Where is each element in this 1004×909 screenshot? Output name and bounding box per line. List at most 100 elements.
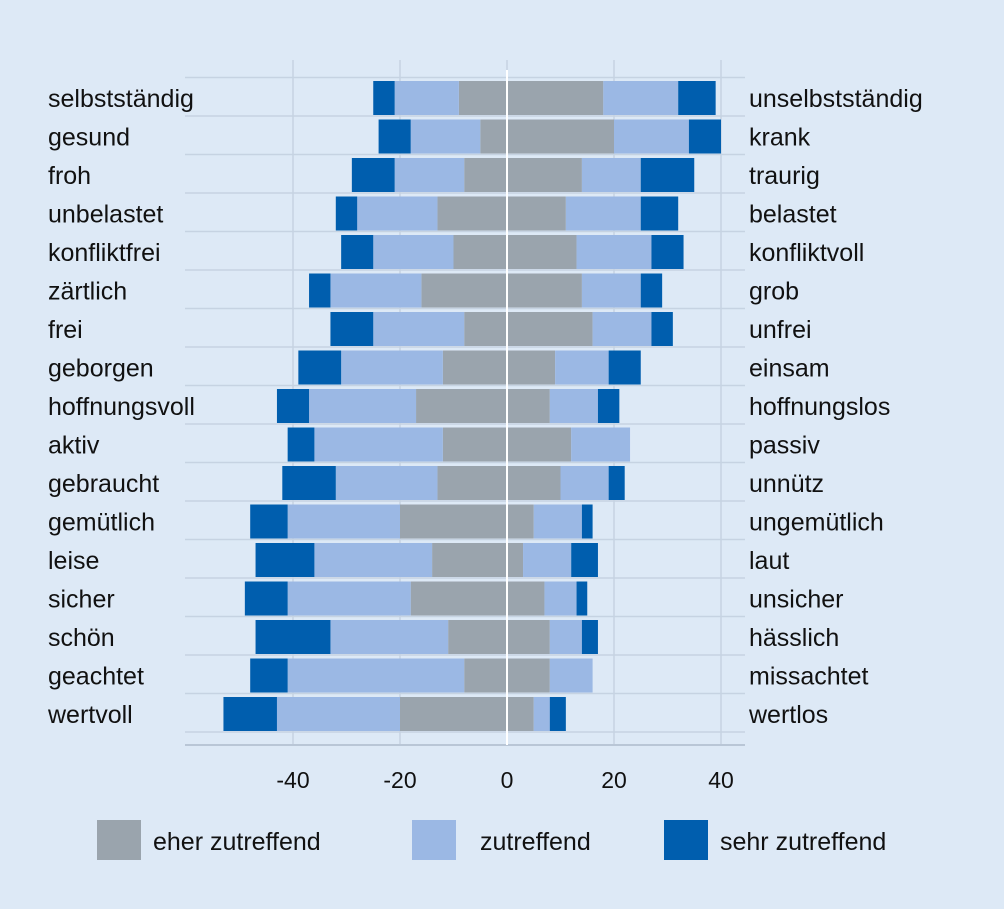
bar-segment-left (298, 350, 342, 385)
x-tick-label: -40 (276, 767, 309, 793)
bar-segment-right (571, 427, 631, 462)
left-category-label: froh (48, 162, 91, 190)
left-category-label: hoffnungsvoll (48, 393, 195, 421)
right-category-label: einsam (749, 355, 830, 383)
bar-segment-right (576, 235, 652, 269)
bar-segment-left (410, 119, 481, 154)
bar-segment-right (507, 158, 582, 192)
right-category-label: konfliktvoll (749, 239, 864, 267)
bar-segment-right (507, 543, 524, 577)
bar-segment-right (581, 273, 641, 308)
bar-segment-left (276, 697, 400, 731)
bar-segment-left (250, 658, 288, 693)
bar-segment-right (549, 697, 566, 731)
legend-swatch (664, 820, 708, 860)
bar-segment-left (330, 620, 449, 654)
right-category-label: unnütz (749, 470, 824, 498)
bar-segment-right (507, 235, 577, 269)
bar-segment-left (282, 466, 336, 500)
legend-label: sehr zutreffend (720, 828, 886, 856)
bar-segment-left (464, 312, 507, 346)
bar-segment-left (309, 273, 331, 308)
bar-segment-left (223, 697, 277, 731)
bar-segment-left (250, 504, 288, 539)
bar-segment-left (394, 81, 459, 115)
x-axis-tick-labels: -40 -20 0 20 40 (276, 767, 733, 793)
bar-segment-right (507, 581, 545, 616)
left-category-label: gemütlich (48, 509, 155, 537)
bar-segment-left (442, 350, 507, 385)
bar-segment-left (373, 312, 465, 346)
bar-segment-right (576, 581, 588, 616)
bar-segment-right (597, 389, 620, 423)
bar-segment-left (416, 389, 507, 423)
bar-segment-left (357, 196, 438, 231)
left-category-label: gebraucht (48, 470, 159, 498)
bar-segment-left (287, 658, 465, 693)
bar-segment-left (330, 312, 374, 346)
bar-segment-right (555, 350, 609, 385)
right-category-label: hoffnungslos (749, 393, 890, 421)
bar-segment-left (276, 389, 310, 423)
bar-segment-left (335, 196, 358, 231)
bar-segment-right (507, 466, 561, 500)
bar-segment-left (464, 658, 507, 693)
left-category-label: gesund (48, 124, 130, 152)
bar-segment-left (458, 81, 507, 115)
bar-segment-right (592, 312, 652, 346)
bar-segment-left (373, 235, 454, 269)
bar-segment-right (651, 235, 684, 269)
left-category-label: unbelastet (48, 201, 163, 229)
bar-segment-left (421, 273, 507, 308)
bar-segment-left (394, 158, 465, 192)
right-category-label: passiv (749, 432, 820, 460)
bar-segment-left (448, 620, 507, 654)
bar-segment-right (581, 504, 593, 539)
bar-segment-left (255, 620, 331, 654)
bar-segment-left (400, 504, 507, 539)
right-category-label: grob (749, 278, 799, 306)
x-tick-label: -20 (383, 767, 416, 793)
bar-segment-left (410, 581, 507, 616)
left-category-labels: selbstständig gesund froh unbelastet konflik… (47, 85, 195, 729)
bar-segment-left (442, 427, 507, 462)
bar-segment-right (581, 620, 598, 654)
left-category-label: geachtet (48, 663, 144, 691)
x-tick-label: 40 (708, 767, 734, 793)
bar-segment-right (565, 196, 641, 231)
bar-segment-right (544, 581, 577, 616)
bar-segment-left (351, 158, 395, 192)
bar-segment-right (507, 350, 556, 385)
bar-segment-right (688, 119, 721, 154)
bar-segment-right (560, 466, 609, 500)
x-tick-label: 20 (601, 767, 627, 793)
legend: eher zutreffend zutreffend sehr zutreffend (97, 820, 886, 860)
x-tick-label: 0 (501, 767, 514, 793)
bar-segment-right (507, 81, 604, 115)
bar-segment-right (507, 504, 534, 539)
bar-segment-left (314, 543, 433, 577)
bar-segment-left (378, 119, 411, 154)
right-category-label: belastet (749, 201, 837, 229)
right-category-label: unfrei (749, 316, 812, 344)
bar-segment-right (507, 389, 550, 423)
bar-segment-right (640, 196, 679, 231)
bar-segment-right (507, 658, 550, 693)
right-category-label: hässlich (749, 624, 839, 652)
bar-segment-left (287, 504, 400, 539)
bar-segment-right (507, 312, 593, 346)
bar-segment-right (533, 504, 582, 539)
bar-segment-right (581, 158, 641, 192)
bar-segment-left (464, 158, 507, 192)
bar-segment-left (287, 581, 411, 616)
bar-segment-right (507, 119, 614, 154)
right-category-label: traurig (749, 162, 820, 190)
bar-segment-left (453, 235, 507, 269)
bar-segment-left (341, 350, 443, 385)
bar-segment-right (608, 466, 625, 500)
bar-segment-right (678, 81, 716, 115)
bar-segment-left (314, 427, 443, 462)
bar-segment-left (480, 119, 507, 154)
left-category-label: geborgen (48, 355, 154, 383)
